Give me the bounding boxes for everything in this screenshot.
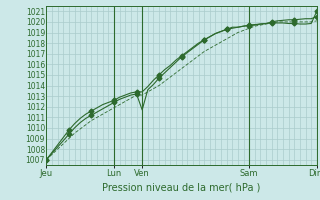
X-axis label: Pression niveau de la mer( hPa ): Pression niveau de la mer( hPa ) bbox=[102, 182, 261, 192]
